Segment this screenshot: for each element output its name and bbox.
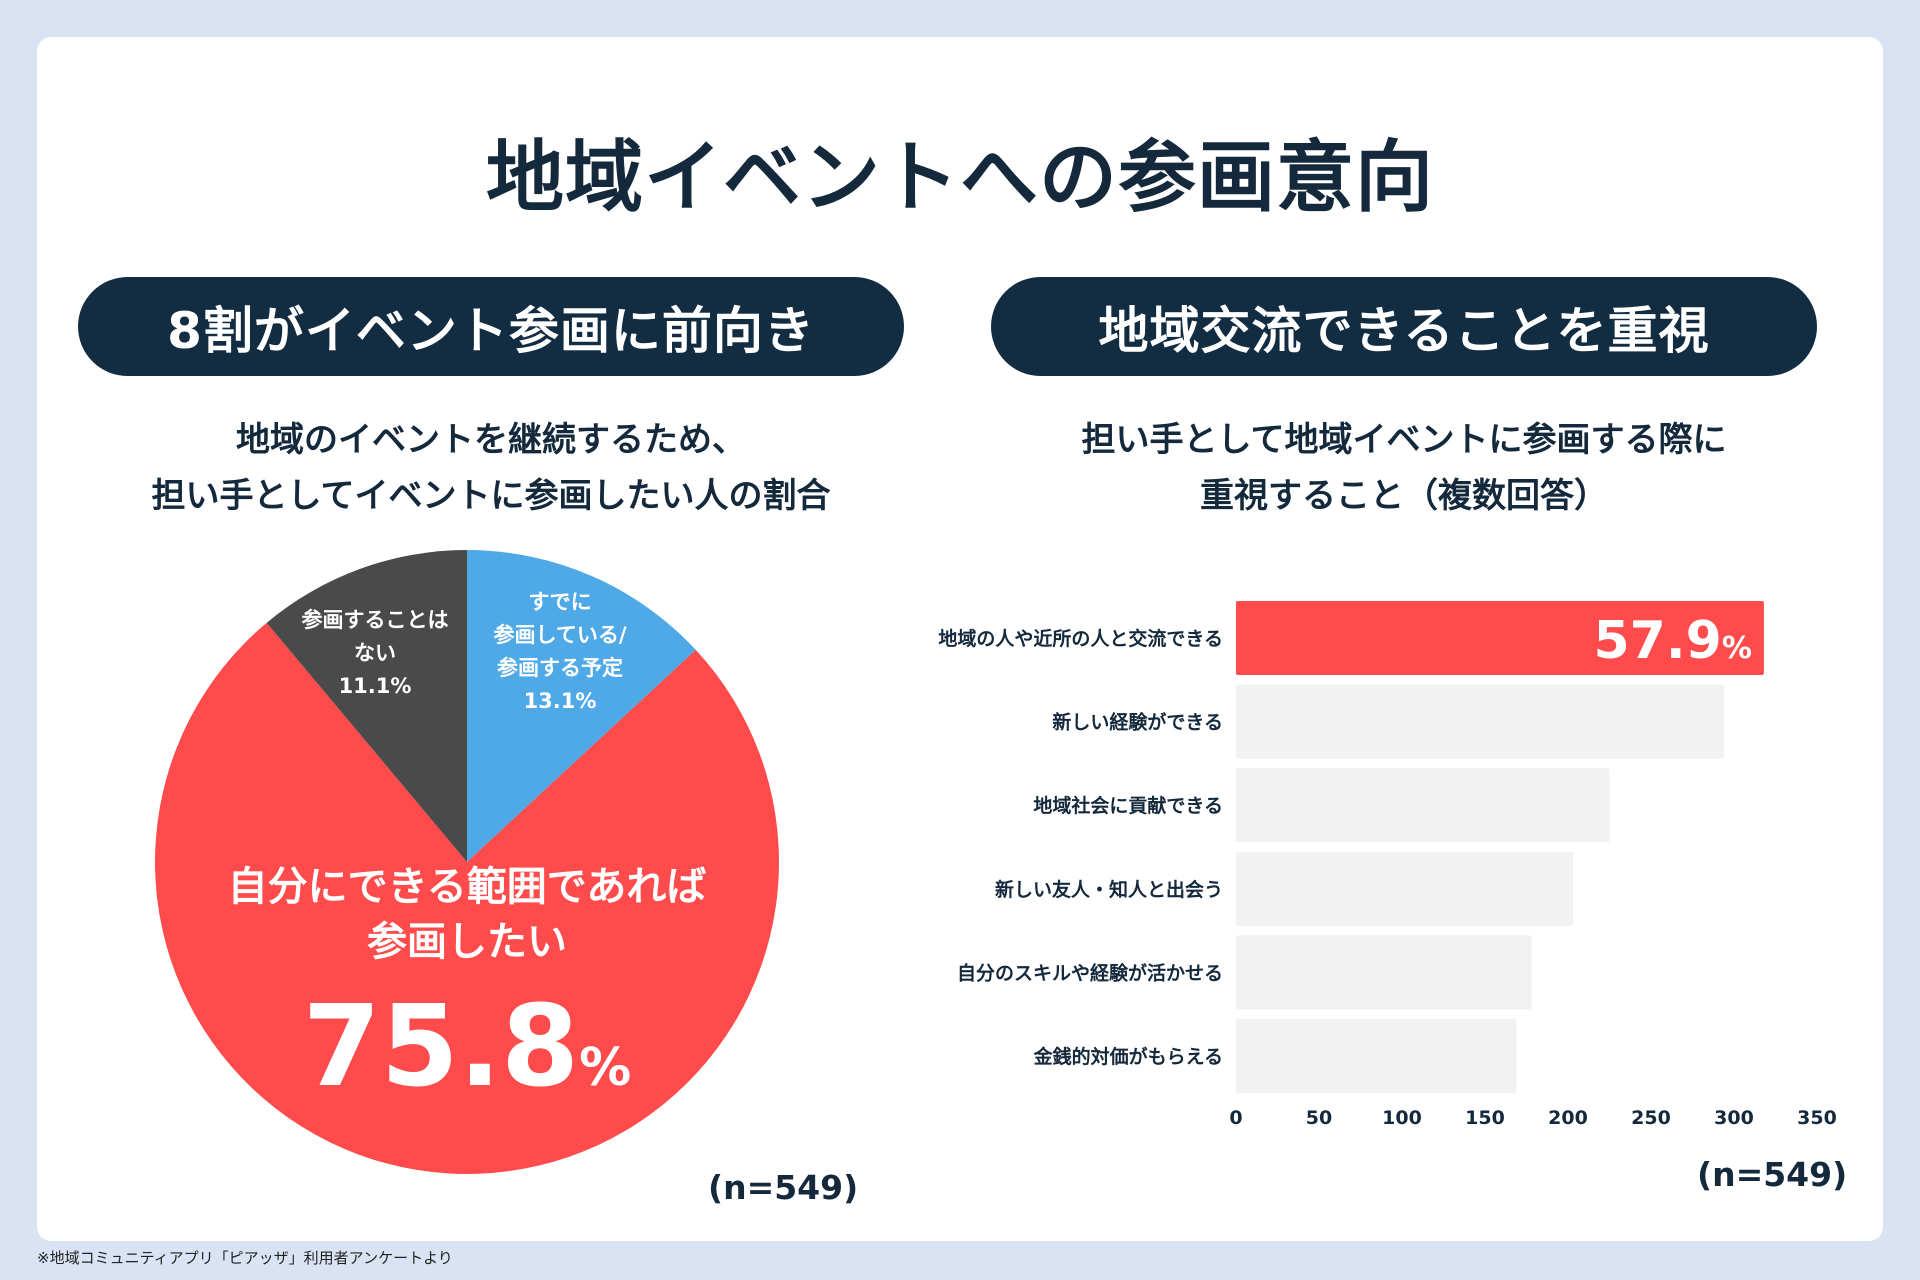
pie-slice-3-label-line-2: ない — [354, 641, 396, 665]
left-subtitle-line1: 地域のイベントを継続するため、 — [236, 420, 746, 460]
bar-1-value-label: 57.9% — [1594, 611, 1752, 671]
x-tick-300: 300 — [1714, 1107, 1754, 1129]
pie-slice-2-value: 75.8% — [303, 982, 631, 1112]
bar-6 — [1236, 1019, 1517, 1093]
pie-slice-1-label-line-2: 参画している/ — [493, 623, 626, 647]
x-tick-100: 100 — [1382, 1107, 1422, 1129]
bar-3-category: 地域社会に貢献できる — [1033, 794, 1223, 817]
right-subtitle: 担い手として地域イベントに参画する際に 重視すること（複数回答） — [991, 412, 1817, 524]
right-panel-heading: 地域交流できることを重視 — [991, 277, 1817, 376]
bar-4-category: 新しい友人・知人と出会う — [995, 878, 1223, 901]
x-tick-150: 150 — [1465, 1107, 1505, 1129]
bar-3 — [1236, 768, 1610, 843]
right-subtitle-line2: 重視すること（複数回答） — [1200, 476, 1608, 516]
pie-slice-1 — [467, 550, 696, 862]
bar-2 — [1236, 684, 1725, 759]
bar-1-category: 地域の人や近所の人と交流できる — [938, 627, 1223, 650]
bar-5 — [1236, 935, 1532, 1010]
pie-slice-2 — [155, 622, 780, 1174]
left-subtitle-line2: 担い手としてイベントに参画したい人の割合 — [151, 476, 831, 516]
bar-6-category: 金銭的対価がもらえる — [1033, 1045, 1223, 1068]
bar-1-value-unit: % — [1722, 631, 1752, 666]
bar-1 — [1236, 601, 1764, 675]
left-panel-heading: 8割がイベント参画に前向き — [78, 277, 904, 376]
x-tick-350: 350 — [1797, 1107, 1837, 1129]
pie-slice-1-value: 13.1% — [524, 689, 597, 713]
left-sample-size: (n=549) — [708, 1168, 859, 1207]
right-heading-text: 地域交流できることを重視 — [1098, 301, 1710, 360]
pie-slice-2-label-line-1: 自分にできる範囲であれば — [228, 864, 707, 910]
right-sample-size: (n=549) — [1697, 1155, 1848, 1194]
left-subtitle: 地域のイベントを継続するため、 担い手としてイベントに参画したい人の割合 — [78, 412, 904, 524]
page-title: 地域イベントへの参画意向 — [485, 133, 1434, 223]
pie-slice-3-value: 11.1% — [339, 674, 412, 698]
x-tick-50: 50 — [1306, 1107, 1332, 1129]
pie-slice-3-label-line-1: 参画することは — [302, 608, 449, 632]
pie-slice-1-label-line-3: 参画する予定 — [497, 656, 623, 680]
pie-slice-3 — [266, 550, 467, 862]
pie-slice-2-label-line-2: 参画したい — [367, 919, 567, 965]
left-heading-text: 8割がイベント参画に前向き — [167, 301, 815, 360]
x-tick-250: 250 — [1631, 1107, 1671, 1129]
right-subtitle-line1: 担い手として地域イベントに参画する際に — [1081, 420, 1727, 460]
bar-4 — [1236, 851, 1573, 926]
x-tick-0: 0 — [1229, 1107, 1242, 1129]
x-tick-200: 200 — [1548, 1107, 1588, 1129]
pie-slice-2-unit: % — [579, 1038, 631, 1098]
pie-slice-1-label-line-1: すでに — [528, 590, 591, 614]
bar-5-category: 自分のスキルや経験が活かせる — [957, 961, 1223, 984]
footnote: ※地域コミュニティアプリ「ピアッザ」利用者アンケートより — [37, 1249, 453, 1267]
bar-2-category: 新しい経験ができる — [1052, 711, 1223, 734]
